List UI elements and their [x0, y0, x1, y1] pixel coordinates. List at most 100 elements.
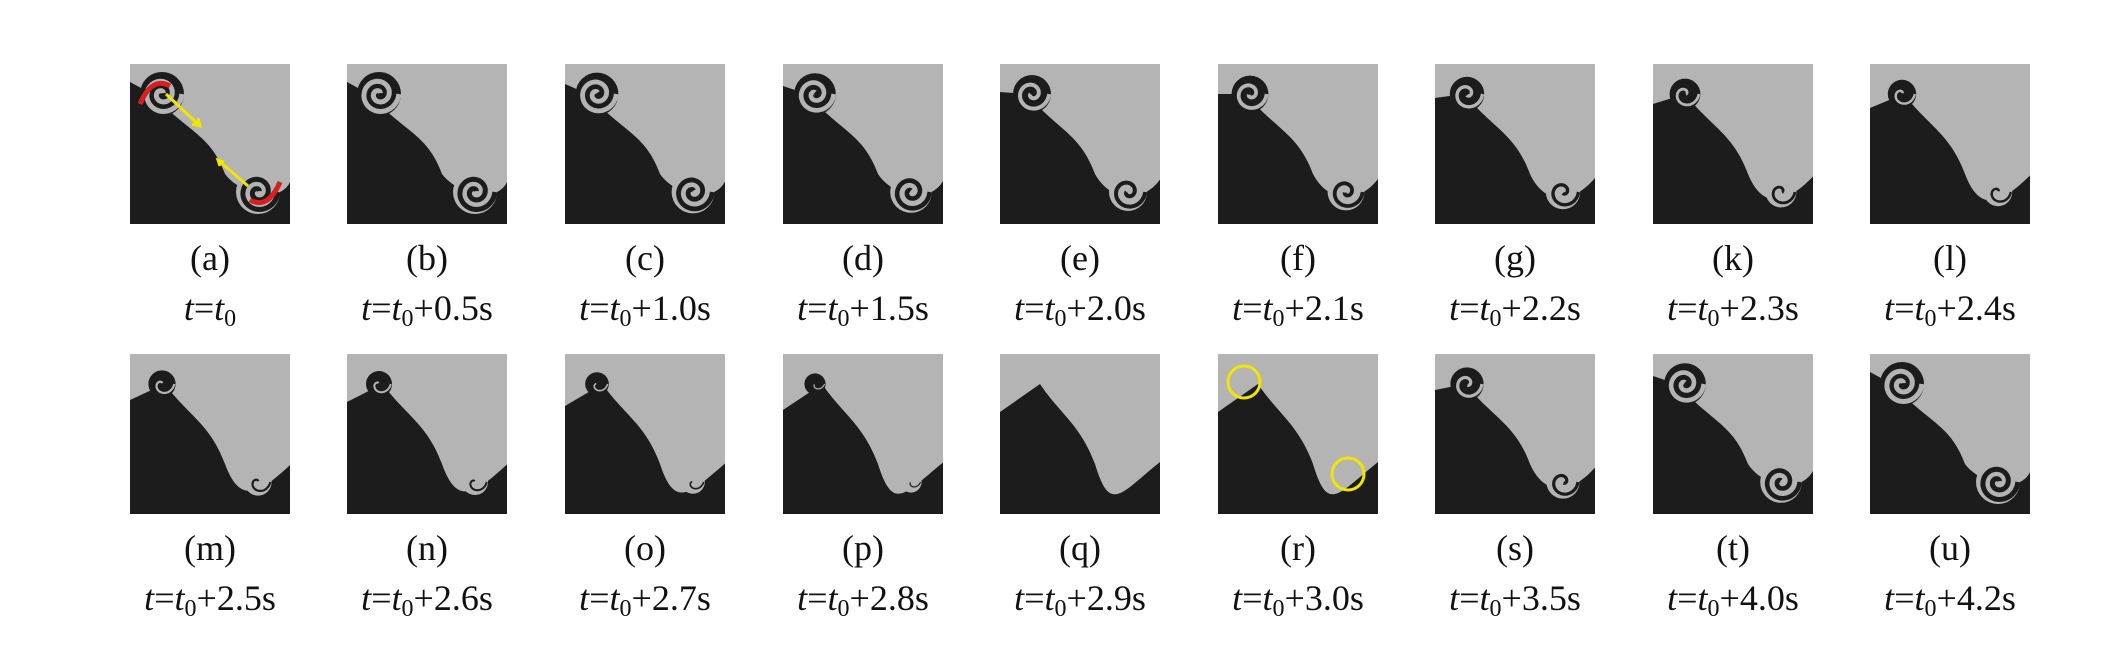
snapshot-image	[565, 64, 725, 224]
time-caption: t=t0+1.5s	[797, 288, 929, 332]
lower-vortex-spiral	[457, 176, 498, 213]
panel-label: (b)	[406, 238, 448, 278]
panel-label: (m)	[184, 528, 236, 568]
time-caption: t=t0+0.5s	[361, 288, 493, 332]
upper-vortex-spiral	[1668, 370, 1706, 403]
time-caption: t=t0+2.6s	[361, 578, 493, 622]
time-offset: +2.1s	[1284, 288, 1364, 328]
lower-vortex-spiral	[469, 479, 488, 492]
time-caption: t=t0+4.2s	[1884, 578, 2016, 622]
lower-vortex-spiral	[1764, 468, 1802, 501]
upper-vortex-spiral	[1456, 375, 1484, 398]
figure-panel: (u) t=t0+4.2s	[1860, 354, 2040, 622]
time-offset: +1.5s	[849, 288, 929, 328]
figure-panel: (r) t=t0+3.0s	[1208, 354, 1388, 622]
figure-panel: (k) t=t0+2.3s	[1643, 64, 1823, 332]
time-offset: +2.4s	[1936, 288, 2016, 328]
time-caption: t=t0+1.0s	[579, 288, 711, 332]
upper-vortex	[585, 372, 609, 396]
panel-label: (g)	[1494, 238, 1536, 278]
time-caption: t=t0+3.5s	[1449, 578, 1581, 622]
lower-vortex-spiral	[1552, 473, 1580, 496]
figure-panel: (c) t=t0+1.0s	[555, 64, 735, 332]
time-offset: +3.0s	[1284, 578, 1364, 618]
upper-vortex-spiral	[373, 381, 392, 394]
time-offset: +0.5s	[413, 288, 493, 328]
light-fluid-layer	[783, 354, 943, 494]
time-caption: t=t0+3.0s	[1232, 578, 1364, 622]
lower-vortex-spiral	[1113, 180, 1148, 209]
panel-label: (s)	[1496, 528, 1534, 568]
upper-vortex-spiral	[798, 80, 836, 113]
snapshot-image	[1000, 64, 1160, 224]
upper-vortex-spiral	[144, 78, 185, 115]
figure-panel: (g) t=t0+2.2s	[1425, 64, 1605, 332]
lower-vortex	[900, 471, 922, 493]
time-caption: t=t0+2.3s	[1667, 288, 1799, 332]
light-fluid-layer	[1000, 354, 1160, 495]
figure-panel: (f) t=t0+2.1s	[1208, 64, 1388, 332]
panel-label: (o)	[624, 528, 666, 568]
panel-label: (t)	[1716, 528, 1750, 568]
panel-label: (f)	[1280, 238, 1316, 278]
lower-vortex-spiral	[689, 481, 705, 490]
figure-panel: (q) t=t0+2.9s	[990, 354, 1170, 622]
panel-label: (u)	[1929, 528, 1971, 568]
time-caption: t=t0+2.1s	[1232, 288, 1364, 332]
snapshot-image	[1653, 354, 1813, 514]
panel-label: (a)	[190, 238, 230, 278]
light-fluid-layer	[565, 354, 725, 493]
lower-vortex-spiral	[251, 478, 272, 492]
panel-label: (k)	[1712, 238, 1754, 278]
panel-label: (e)	[1060, 238, 1100, 278]
time-caption: t=t0+2.2s	[1449, 288, 1581, 332]
figure-panel: (o) t=t0+2.7s	[555, 354, 735, 622]
time-offset: +2.9s	[1066, 578, 1146, 618]
figure-panel: (e) t=t0+2.0s	[990, 64, 1170, 332]
lower-vortex	[681, 470, 705, 494]
snapshot-image	[783, 354, 943, 514]
time-offset: +2.0s	[1066, 288, 1146, 328]
panel-label: (n)	[406, 528, 448, 568]
snapshot-image	[130, 354, 290, 514]
time-caption: t=t0+2.7s	[579, 578, 711, 622]
upper-vortex-spiral	[580, 79, 619, 114]
upper-vortex-spiral	[155, 380, 176, 394]
upper-vortex-spiral	[1675, 87, 1701, 107]
lower-vortex-spiral	[1990, 187, 2012, 203]
snapshot-image	[347, 354, 507, 514]
lower-vortex-spiral	[240, 176, 281, 213]
snapshot-image	[1218, 64, 1378, 224]
lower-vortex	[462, 469, 488, 495]
upper-vortex-spiral	[593, 383, 609, 392]
panel-label: (l)	[1933, 238, 1967, 278]
figure-panel: (m) t=t0+2.5s	[120, 354, 300, 622]
time-offset: +2.3s	[1719, 288, 1799, 328]
upper-vortex	[366, 371, 392, 397]
lower-vortex-spiral	[894, 178, 932, 211]
highlight-circle-upper	[1226, 364, 1262, 400]
time-offset: +4.2s	[1936, 578, 2016, 618]
time-offset: +2.6s	[413, 578, 493, 618]
rotation-arrow-red-upper	[137, 80, 172, 106]
figure-panel: (d) t=t0+1.5s	[773, 64, 953, 332]
snapshot-image	[783, 64, 943, 224]
figure-panel: (n) t=t0+2.6s	[337, 354, 517, 622]
upper-vortex-spiral	[1884, 368, 1925, 405]
upper-vortex-spiral	[1236, 83, 1269, 110]
figure-panel: (a) t=t0	[120, 64, 300, 332]
snapshot-image	[1653, 64, 1813, 224]
figure-panel: (t) t=t0+4.0s	[1643, 354, 1823, 622]
time-caption: t=t0+2.5s	[144, 578, 276, 622]
snapshot-image	[1435, 354, 1595, 514]
lower-vortex-spiral	[676, 177, 715, 212]
figure-panel: (l) t=t0+2.4s	[1860, 64, 2040, 332]
lower-vortex-spiral	[1332, 181, 1365, 208]
time-caption: t=t0+4.0s	[1667, 578, 1799, 622]
lower-vortex-spiral	[1771, 185, 1797, 205]
lower-vortex-spiral	[1551, 183, 1581, 207]
upper-vortex-spiral	[1894, 89, 1916, 105]
figure-panel: (s) t=t0+3.5s	[1425, 354, 1605, 622]
snapshot-image	[1000, 354, 1160, 514]
snapshot-image	[347, 64, 507, 224]
